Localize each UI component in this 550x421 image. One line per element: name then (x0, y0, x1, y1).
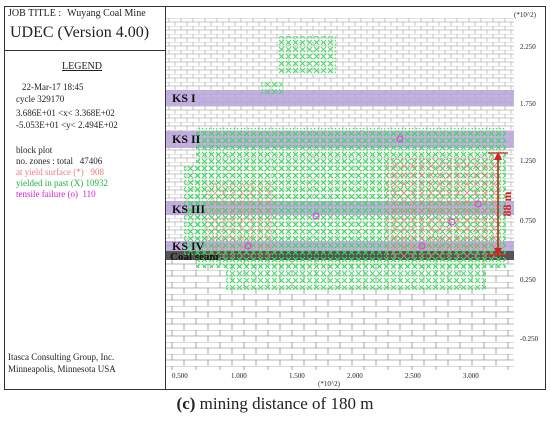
y-tick: 1.250 (520, 157, 536, 165)
credit-line-1: Itasca Consulting Group, Inc. (8, 352, 115, 362)
legend-heading: LEGEND (62, 61, 102, 72)
panel-divider (4, 50, 166, 51)
legend-cycle: cycle 329170 (16, 94, 65, 104)
y-tick: -0.250 (520, 335, 539, 343)
yield-surface-value: 908 (90, 167, 104, 177)
tensile-marker (448, 218, 456, 226)
zones-total: 47406 (79, 156, 103, 166)
yield-surface-label: at yield surface (*) (16, 167, 84, 177)
legend-block-plot: block plot (16, 145, 53, 155)
tensile-marker (396, 135, 404, 143)
tensile-marker (244, 242, 252, 250)
legend-yield-surface: at yield surface (*) 908 (16, 167, 104, 177)
tensile-label: tensile failure (o) (16, 189, 78, 199)
block-plot: KS I KS II KS III KS IV Coal seam 88 m (166, 18, 514, 370)
legend-yielded-past: yielded in past (X) 10932 (16, 178, 108, 188)
tensile-marker (418, 242, 426, 250)
legend-tensile: tensile failure (o) 110 (16, 189, 96, 199)
label-ks1: KS I (172, 91, 196, 105)
y-tick: 2.250 (520, 43, 536, 51)
x-tick: 1.500 (289, 372, 305, 380)
label-ks3: KS III (172, 202, 205, 216)
x-tick: 0.500 (172, 372, 188, 380)
y-tick: 0.250 (520, 276, 536, 284)
legend-y-range: -5.053E+01 <y< 2.494E+02 (16, 120, 118, 130)
tensile-value: 110 (82, 189, 96, 199)
software-version: UDEC (Version 4.00) (10, 24, 150, 41)
legend-date: 22-Mar-17 18:45 (22, 82, 84, 92)
label-ks2: KS II (172, 132, 201, 146)
job-title: JOB TITLE : Wuyang Coal Mine (8, 8, 146, 19)
x-tick: 2.000 (347, 372, 363, 380)
job-title-value: Wuyang Coal Mine (67, 8, 146, 19)
x-tick: 1.000 (231, 372, 247, 380)
zones-label: no. zones : total (16, 156, 73, 166)
credit-line-2: Minneapolis, Minnesota USA (8, 364, 116, 374)
yielded-past-label: yielded in past (X) (16, 178, 84, 188)
label-coal-seam: Coal seam (170, 251, 219, 263)
x-tick: 3.000 (463, 372, 479, 380)
tensile-marker (312, 212, 320, 220)
arrow-head-top (494, 152, 502, 160)
plastic-zone (261, 80, 283, 94)
yield-zone (386, 158, 496, 258)
legend-panel (4, 6, 166, 390)
plastic-zone (278, 36, 336, 74)
plastic-zone (184, 166, 204, 256)
job-title-label: JOB TITLE : (8, 8, 62, 19)
caption-text: mining distance of 180 m (195, 394, 374, 413)
x-multiplier: (*10^2) (318, 380, 340, 388)
yielded-past-value: 10932 (85, 178, 108, 188)
arrow-head-bottom (494, 248, 502, 256)
y-tick: 1.750 (520, 100, 536, 108)
label-ks4: KS IV (172, 239, 205, 253)
y-tick: 0.750 (520, 217, 536, 225)
yield-zone (206, 183, 276, 258)
legend-x-range: 3.686E+01 <x< 3.368E+02 (16, 108, 115, 118)
caption-label: (c) (176, 394, 196, 413)
x-tick: 2.500 (405, 372, 421, 380)
tensile-marker (474, 200, 482, 208)
legend-zones: no. zones : total 47406 (16, 156, 102, 166)
y-multiplier: (*10^2) (514, 11, 536, 19)
label-height: 88 m (500, 192, 514, 217)
figure-caption: (c) mining distance of 180 m (0, 394, 550, 414)
plastic-zone (226, 258, 486, 290)
key-stratum-band (166, 90, 514, 106)
